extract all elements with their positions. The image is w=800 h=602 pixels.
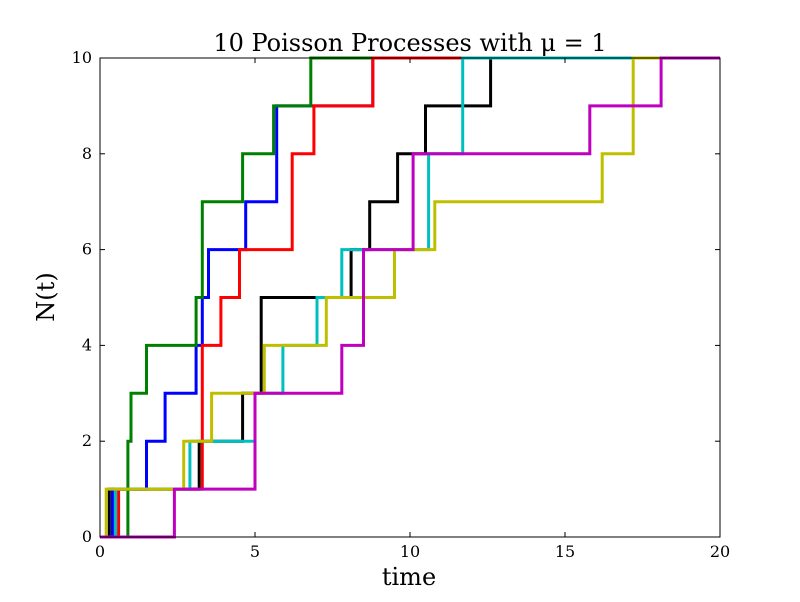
series-line-4: [100, 56, 720, 539]
series-line-1: [100, 56, 720, 539]
x-tick-label: 5: [250, 542, 260, 561]
series-line-6: [100, 56, 720, 539]
y-tick-label: 2: [82, 431, 92, 450]
y-tick-label: 4: [82, 335, 92, 354]
chart-title: 10 Poisson Processes with μ = 1: [213, 29, 606, 57]
y-tick-label: 6: [82, 240, 92, 259]
axes-layer: 0 5 10 15 20 0 2 4 6 8 10: [72, 48, 731, 561]
series-line-7: [100, 56, 720, 539]
y-tick-label: 8: [82, 144, 92, 163]
y-axis-label: N(t): [32, 272, 60, 321]
x-tick-label: 10: [400, 542, 420, 561]
y-tick-label: 10: [72, 48, 92, 67]
x-tick-label: 0: [95, 542, 105, 561]
x-tick-label: 20: [710, 542, 730, 561]
x-tick-label: 15: [555, 542, 575, 561]
series-line-2: [100, 56, 720, 539]
series-layer: [100, 56, 720, 539]
x-axis-label: time: [382, 563, 436, 591]
y-tick-label: 0: [82, 527, 92, 546]
